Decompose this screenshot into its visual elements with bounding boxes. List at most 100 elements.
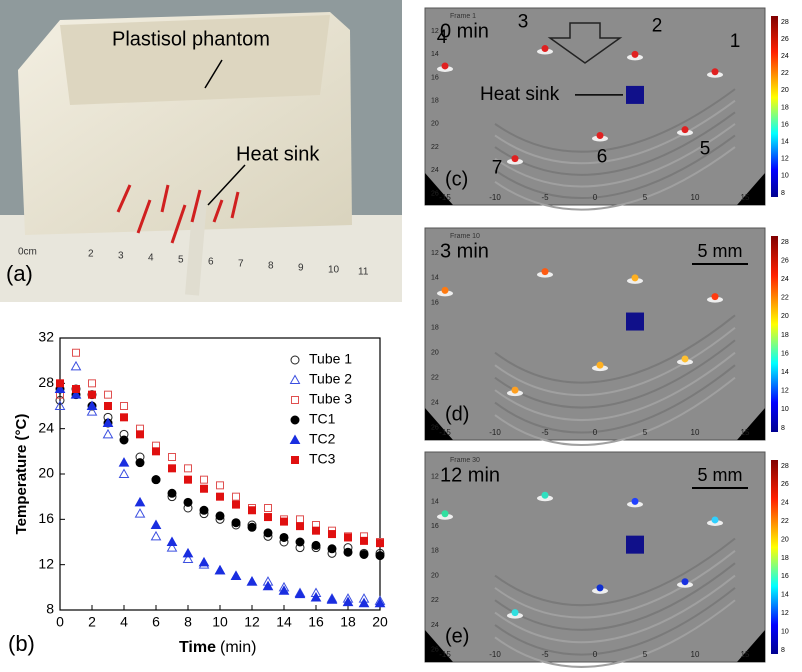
image-x-tick: -10 [489,428,501,437]
legend-label: Tube 3 [309,391,352,407]
tube-dot [711,516,719,524]
legend-marker [290,415,300,425]
marker [215,511,225,521]
image-x-tick: -5 [541,428,549,437]
legend-label: TC2 [309,431,336,447]
marker [168,453,176,461]
tube-number: 5 [700,139,711,160]
tube-dot [441,62,449,70]
marker [54,383,66,393]
marker [134,496,146,507]
tube-dot [596,131,604,139]
needles [116,184,240,244]
image-x-tick: 5 [643,193,648,202]
image-x-tick: -15 [439,193,451,202]
marker [54,400,66,410]
marker [342,596,354,607]
ruler-label: 8 [268,261,274,272]
time-label: 0 min [440,20,489,42]
marker [88,390,96,399]
artifact-arc [494,99,736,165]
colorbar-tick: 14 [781,139,789,146]
marker [86,400,98,410]
phantom-cavity [60,15,330,105]
y-axis-label: Temperature (°C) [13,414,30,535]
marker [375,551,385,561]
marker [264,513,272,522]
colorbar-tick: 24 [781,53,789,60]
marker [56,379,64,388]
scale-label: 5 mm [698,241,743,261]
marker [231,518,241,528]
marker [55,395,65,405]
tube-dot [511,386,519,394]
image-x-tick: -10 [489,193,501,202]
y-tick-label: 24 [38,419,54,435]
artifact-arc [494,587,736,656]
artifact-arc [494,314,736,384]
tube-dot [711,293,719,301]
image-y-tick: 26 [431,424,439,431]
colorbar-tick: 22 [781,70,789,77]
tube-dot [541,45,549,53]
marker [120,402,128,410]
image-x-tick: 15 [741,428,750,437]
legend-label: TC3 [309,451,336,467]
marker [312,526,320,535]
colorbar-tick: 26 [781,257,789,264]
image-y-tick: 16 [431,74,439,81]
x-tick-label: 4 [120,614,128,630]
image-y-tick: 14 [431,51,439,58]
marker [248,506,256,515]
marker [166,536,178,546]
colorbar-tick: 16 [781,573,789,580]
x-tick-label: 2 [88,614,96,630]
marker [134,508,146,518]
legend-marker [291,396,299,404]
marker [70,360,82,371]
image-x-tick: 0 [593,428,598,437]
tube-dot [711,68,719,76]
colorbar-tick: 12 [781,610,789,617]
marker [311,540,321,550]
marker [374,597,386,608]
image-x-tick: -15 [439,650,451,659]
colorbar-tick: 18 [781,555,789,562]
colorbar [771,460,778,654]
x-tick-label: 18 [340,614,356,630]
artifact-arc [494,134,736,200]
colorbar-tick: 26 [781,36,789,43]
image-y-tick: 18 [431,548,439,555]
x-tick-label: 12 [244,614,260,630]
colorbar-tick: 28 [781,239,789,246]
tube-number: 2 [652,15,663,36]
image-y-tick: 24 [431,167,439,174]
image-y-tick: 26 [431,190,439,197]
marker [102,428,114,439]
image-x-tick: 5 [643,650,648,659]
image-y-tick: 24 [431,622,439,629]
shadow [737,408,765,440]
marker [183,497,193,507]
image-y-tick: 12 [431,474,439,481]
colorbar-tick: 24 [781,500,789,507]
marker [343,547,353,557]
artifact-arc [494,88,736,153]
shadow [425,408,453,440]
colorbar-tick: 8 [781,190,785,197]
marker [102,417,114,427]
marker [296,522,304,531]
image-y-tick: 22 [431,374,439,381]
panel-label: (a) [6,261,33,286]
marker [326,594,338,604]
marker [166,542,178,552]
marker [262,580,274,591]
colorbar [771,16,778,197]
image-x-tick: 5 [643,428,648,437]
colorbar-tick: 12 [781,388,789,395]
tube-number: 4 [437,27,448,48]
image-x-tick: 0 [593,193,598,202]
ruler-label: 5 [178,255,184,266]
colorbar-tick: 8 [781,647,785,654]
tube-dot [511,609,519,617]
